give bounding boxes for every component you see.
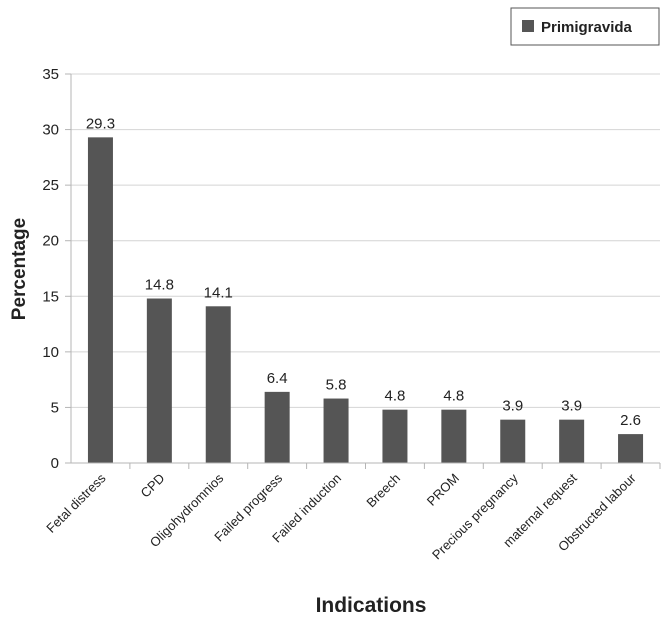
bar <box>146 298 172 463</box>
legend-box <box>510 7 660 46</box>
data-label: 5.8 <box>326 377 347 394</box>
legend: Primigravida <box>510 7 660 46</box>
bar <box>500 419 526 463</box>
y-tick-label: 30 <box>42 122 59 139</box>
bar <box>618 434 644 463</box>
bar <box>87 137 113 463</box>
data-label: 2.6 <box>620 412 641 429</box>
y-tick-label: 5 <box>51 399 59 416</box>
legend-swatch <box>522 20 534 32</box>
data-labels: 29.3 14.8 14.1 6.4 5.8 4.8 4.8 3.9 3.9 2.6 <box>86 115 641 429</box>
x-tick-label: Fetal distress <box>43 470 109 536</box>
bar <box>264 391 290 463</box>
legend-label: Primigravida <box>541 19 633 36</box>
y-axis-title: Percentage <box>9 218 30 320</box>
y-tick-label: 20 <box>42 233 59 250</box>
y-axis-ticks: 0 5 10 15 20 25 30 35 <box>42 66 71 472</box>
y-tick-label: 15 <box>42 288 59 305</box>
data-label: 6.4 <box>267 370 288 387</box>
x-axis-title: Indications <box>316 594 427 617</box>
y-tick-label: 10 <box>42 344 59 361</box>
bar <box>323 398 349 463</box>
bar <box>205 306 231 463</box>
y-tick-label: 35 <box>42 66 59 83</box>
bar <box>441 409 467 463</box>
data-label: 14.1 <box>204 284 233 301</box>
data-label: 29.3 <box>86 115 115 132</box>
y-tick-label: 0 <box>51 455 59 472</box>
data-label: 3.9 <box>561 398 582 415</box>
bar <box>382 409 408 463</box>
bars <box>87 137 644 463</box>
data-label: 4.8 <box>385 388 406 405</box>
data-label: 3.9 <box>502 398 523 415</box>
x-tick-label: CPD <box>137 471 167 501</box>
data-label: 14.8 <box>145 277 174 294</box>
x-tick-label: Breech <box>363 471 403 511</box>
data-label: 4.8 <box>443 388 464 405</box>
bar <box>559 419 585 463</box>
x-tick-label: PROM <box>424 471 462 509</box>
y-tick-label: 25 <box>42 177 59 194</box>
